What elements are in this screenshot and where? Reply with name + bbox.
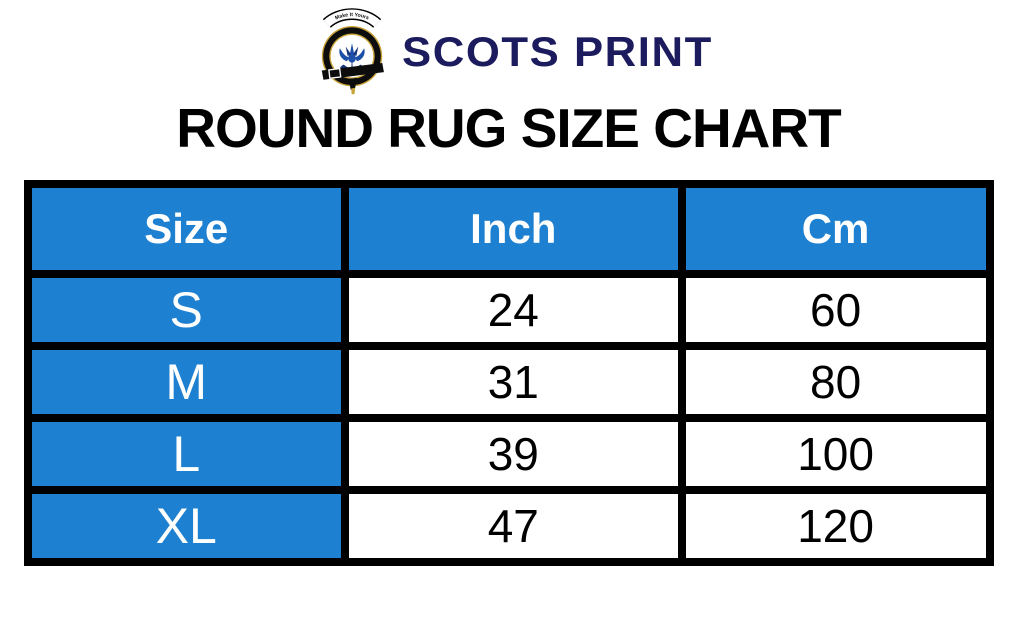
- logo: Make It Yours: [0, 0, 1017, 94]
- header-row: Size Inch Cm: [27, 183, 990, 274]
- inch-cell: 39: [344, 417, 682, 490]
- column-header-inch: Inch: [344, 183, 682, 274]
- table-row: XL 47 120: [27, 489, 990, 562]
- size-cell: L: [27, 417, 345, 490]
- brand-name: SCOTS PRINT: [402, 27, 713, 75]
- cm-cell: 80: [681, 345, 990, 418]
- banner-text: Make It Yours: [334, 12, 370, 21]
- cm-cell: 60: [681, 273, 990, 346]
- clan-crest-logo: Make It Yours: [310, 7, 394, 97]
- crest-badge-icon: Make It Yours: [321, 7, 384, 94]
- inch-cell: 47: [344, 489, 682, 562]
- column-header-size: Size: [27, 183, 345, 274]
- cm-cell: 100: [681, 417, 990, 490]
- size-cell: XL: [27, 489, 345, 562]
- size-cell: S: [27, 273, 345, 346]
- table-row: S 24 60: [27, 273, 990, 346]
- table-row: M 31 80: [27, 345, 990, 418]
- belt-buckle-icon: [321, 62, 384, 94]
- inch-cell: 31: [344, 345, 682, 418]
- size-cell: M: [27, 345, 345, 418]
- svg-text:Make It Yours: Make It Yours: [334, 12, 370, 21]
- table-row: L 39 100: [27, 417, 990, 490]
- column-header-cm: Cm: [681, 183, 990, 274]
- size-chart-table: Size Inch Cm S 24 60 M 31 80 L 39 100 XL…: [23, 179, 994, 566]
- inch-cell: 24: [344, 273, 682, 346]
- page-title: ROUND RUG SIZE CHART: [176, 97, 841, 159]
- cm-cell: 120: [681, 489, 990, 562]
